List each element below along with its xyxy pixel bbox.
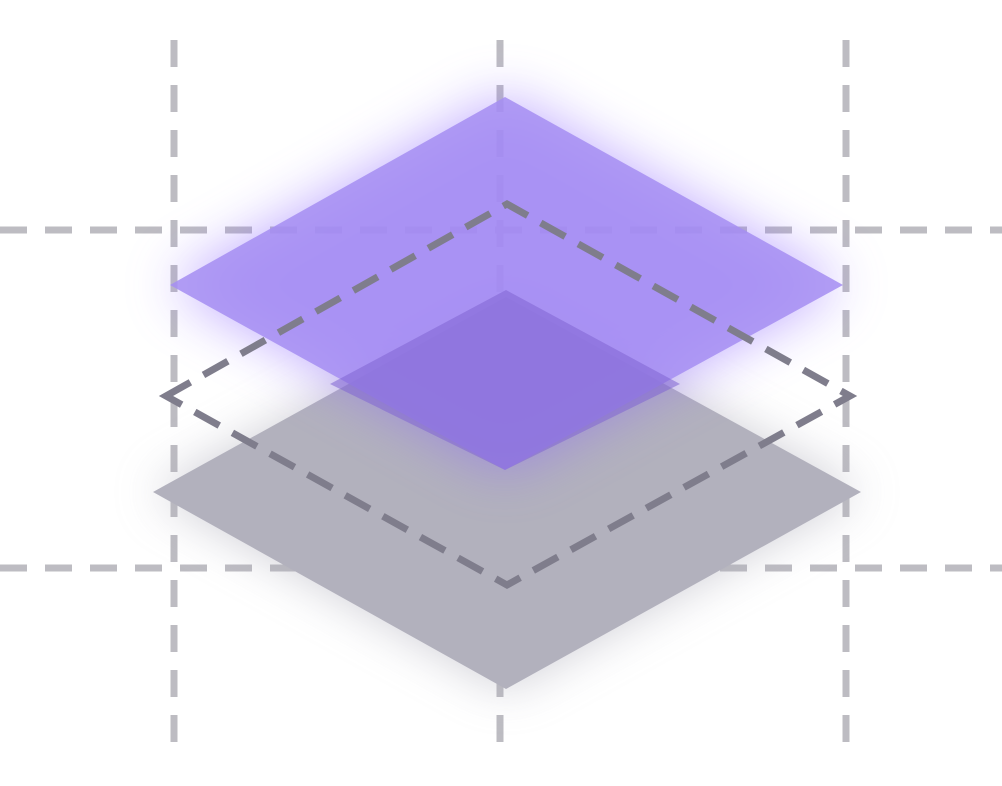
middle-layer-outline xyxy=(158,199,858,589)
bottom-layer xyxy=(153,297,861,689)
top-layer-plane xyxy=(170,97,843,470)
top-layer-overlap xyxy=(330,290,680,470)
bottom-layer-plane xyxy=(153,297,861,689)
top-layer xyxy=(170,97,843,470)
